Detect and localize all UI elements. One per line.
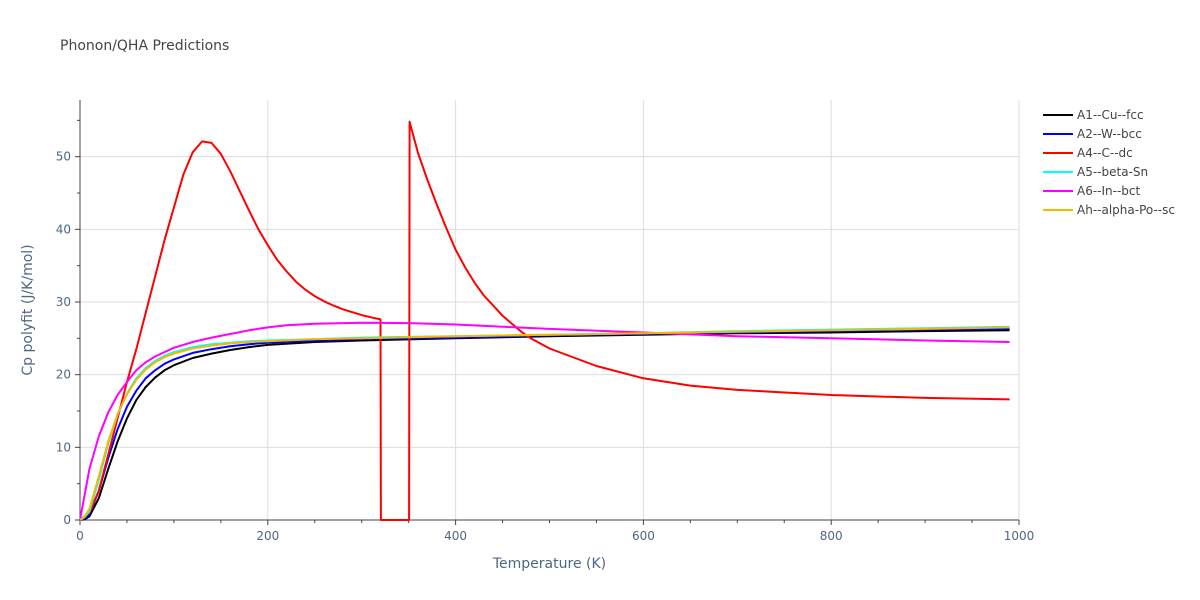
legend-label: A2--W--bcc — [1077, 127, 1142, 141]
y-tick-label: 40 — [56, 222, 71, 236]
x-tick-label: 0 — [76, 529, 84, 543]
x-ticks: 0 200 400 600 800 1000 — [76, 520, 1034, 543]
series-line-a2-w-bcc[interactable] — [80, 327, 1010, 521]
series-line-a1-cu-fcc[interactable] — [80, 329, 1010, 521]
legend-label: A1--Cu--fcc — [1077, 108, 1144, 122]
y-tick-label: 50 — [56, 150, 71, 164]
chart-title: Phonon/QHA Predictions — [60, 38, 229, 54]
series-line-a4-c-dc[interactable] — [80, 120, 1010, 521]
y-tick-label: 20 — [56, 368, 71, 382]
x-tick-label: 400 — [444, 529, 467, 543]
x-tick-label: 800 — [820, 529, 843, 543]
y-tick-label: 0 — [63, 513, 71, 527]
series-line-ah-alpha-po-sc[interactable] — [80, 326, 1010, 521]
y-axis-title: Cp polyfit (J/K/mol) — [20, 244, 36, 375]
legend[interactable]: A1--Cu--fcc A2--W--bcc A4--C--dc A5--beta-S… — [1043, 108, 1175, 217]
series-group — [80, 120, 1010, 521]
legend-label: Ah--alpha-Po--sc — [1077, 203, 1175, 217]
legend-label: A4--C--dc — [1077, 146, 1133, 160]
legend-item[interactable]: Ah--alpha-Po--sc — [1043, 203, 1175, 217]
x-tick-label: 1000 — [1004, 529, 1035, 543]
series-line-a6-in-bct[interactable] — [80, 321, 1010, 521]
y-ticks: 0 10 20 30 40 50 — [56, 119, 80, 527]
series-line-a5-beta-sn[interactable] — [80, 325, 1010, 521]
legend-label: A6--In--bct — [1077, 184, 1141, 198]
axes — [79, 100, 1019, 521]
legend-item[interactable]: A2--W--bcc — [1043, 127, 1142, 141]
x-tick-label: 600 — [632, 529, 655, 543]
legend-item[interactable]: A6--In--bct — [1043, 184, 1141, 198]
legend-item[interactable]: A5--beta-Sn — [1043, 165, 1148, 179]
grid — [80, 100, 1020, 520]
legend-item[interactable]: A1--Cu--fcc — [1043, 108, 1144, 122]
x-tick-label: 200 — [256, 529, 279, 543]
x-axis-title: Temperature (K) — [492, 556, 606, 572]
y-tick-label: 30 — [56, 295, 71, 309]
y-tick-label: 10 — [56, 440, 71, 454]
legend-label: A5--beta-Sn — [1077, 165, 1148, 179]
legend-item[interactable]: A4--C--dc — [1043, 146, 1133, 160]
